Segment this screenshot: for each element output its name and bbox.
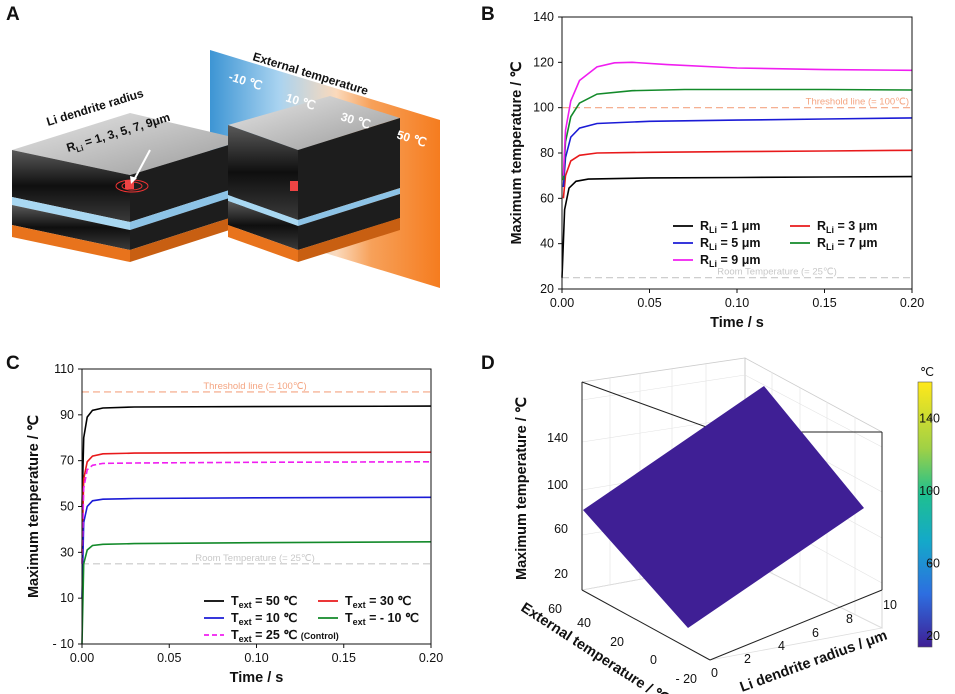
illustration-a: Li dendrite radius RLi = 1, 3, 5, 7, 9μm… (12, 49, 440, 288)
reference-label: Room Temperature (= 25℃) (717, 267, 837, 278)
reference-label: Threshold line (= 100℃) (203, 381, 306, 392)
y-tick-label: 100 (533, 101, 554, 115)
y-tick-label: 140 (533, 10, 554, 24)
colorbar-ticks: 20 60 100 140 (919, 411, 940, 643)
x-tick-label: 0.05 (157, 651, 181, 665)
x-tick-label: 0.20 (419, 651, 443, 665)
panel-label-c: C (6, 353, 20, 374)
x-tick-label: 0.10 (725, 296, 749, 310)
colorbar (917, 381, 933, 648)
x-tick-10: 10 (883, 598, 897, 612)
dendrite-marker-right (290, 181, 298, 191)
colorbar-unit: ℃ (920, 365, 934, 379)
y-tick-label: 60 (540, 191, 554, 205)
x-tick-8: 8 (846, 612, 853, 626)
y-axis (581, 589, 711, 661)
series-line (562, 149, 913, 199)
colorbar-tick-label: 100 (919, 484, 940, 498)
series-line (81, 461, 432, 564)
series-line (81, 451, 432, 553)
x-tick-label: 0.10 (244, 651, 268, 665)
pointer-arrow (133, 149, 151, 181)
y-tick-label: 40 (540, 237, 554, 251)
y-tick-minus20: - 20 (675, 672, 697, 686)
legend-entry: RLi = 5 μm (700, 236, 760, 252)
y-tick-label: 10 (60, 591, 74, 605)
legend-entry: RLi = 1 μm (700, 219, 760, 235)
y-axis-label: Maximum temperature / ℃ (26, 414, 42, 598)
series-line (81, 496, 432, 599)
z-tick-60: 60 (554, 522, 568, 536)
z-tick-20: 20 (554, 567, 568, 581)
legend-entry: Text = 30 ℃ (345, 594, 411, 610)
y-tick-label: 90 (60, 408, 74, 422)
panel-label-b: B (481, 4, 495, 25)
y-tick-label: 120 (533, 55, 554, 69)
y-tick-40: 40 (577, 616, 591, 630)
x-tick-2: 2 (744, 652, 751, 666)
series-line (81, 405, 432, 507)
reference-label: Room Temperature (= 25℃) (195, 553, 315, 564)
x-tick-label: 0.00 (70, 651, 94, 665)
series-line (562, 88, 913, 181)
reference-label: Threshold line (= 100℃) (806, 97, 909, 108)
z-tick-140: 140 (547, 431, 568, 445)
colorbar-tick-label: 140 (919, 411, 940, 425)
legend-entry: Text = 10 ℃ (231, 611, 297, 627)
y-tick-label: 50 (60, 500, 74, 514)
y-axis-label: External temperature / ℃ (518, 600, 673, 694)
x-tick-0: 0 (711, 666, 718, 680)
panel-label-a: A (6, 4, 20, 25)
y-tick-60: 60 (548, 602, 562, 616)
legend-entry: Text = 25 ℃ (Control) (231, 628, 339, 644)
chart-c: Threshold line (= 100℃) Room Temperature … (26, 362, 443, 686)
z-tick-100: 100 (547, 478, 568, 492)
series-line (561, 175, 913, 278)
y-tick-20: 20 (610, 635, 624, 649)
x-axis-label: Time / s (710, 315, 764, 331)
x-tick-label: 0.05 (637, 296, 661, 310)
chart-b: Threshold line (= 100℃) Room Temperature … (509, 10, 924, 331)
battery-stack-left (12, 113, 245, 262)
y-tick-label: 70 (60, 454, 74, 468)
x-axis-label: Time / s (230, 670, 284, 686)
z-axis-label: Maximum temperature / ℃ (514, 396, 530, 580)
series-line (562, 117, 913, 188)
x-tick-label: 0.20 (900, 296, 924, 310)
x-tick-label: 0.15 (812, 296, 836, 310)
x-tick-label: 0.15 (332, 651, 356, 665)
legend-entry: RLi = 7 μm (817, 236, 877, 252)
y-tick-0: 0 (650, 653, 657, 667)
x-tick-4: 4 (778, 639, 785, 653)
y-tick-label: - 10 (52, 637, 74, 651)
colorbar-tick-label: 20 (926, 629, 940, 643)
y-tick-label: 20 (540, 282, 554, 296)
series-line (81, 541, 432, 645)
legend-entry: Text = 50 ℃ (231, 594, 297, 610)
x-tick-label: 0.00 (550, 296, 574, 310)
legend-entry: RLi = 3 μm (817, 219, 877, 235)
battery-stack-right (228, 96, 400, 262)
x-tick-6: 6 (812, 626, 819, 640)
legend-entry: Text = - 10 ℃ (345, 611, 419, 627)
y-tick-label: 30 (60, 545, 74, 559)
y-tick-label: 80 (540, 146, 554, 160)
panel-label-d: D (481, 353, 495, 374)
legend-entry: RLi = 9 μm (700, 253, 760, 269)
series-line (562, 61, 913, 176)
y-axis-label: Maximum temperature / ℃ (509, 61, 525, 245)
x-axis (709, 589, 883, 661)
temperature-surface (583, 386, 864, 628)
y-tick-label: 110 (54, 362, 74, 376)
colorbar-tick-label: 60 (926, 557, 940, 571)
chart-d: 20 60 100 140 60 40 20 0 - 20 0 2 4 6 8 … (514, 357, 940, 694)
